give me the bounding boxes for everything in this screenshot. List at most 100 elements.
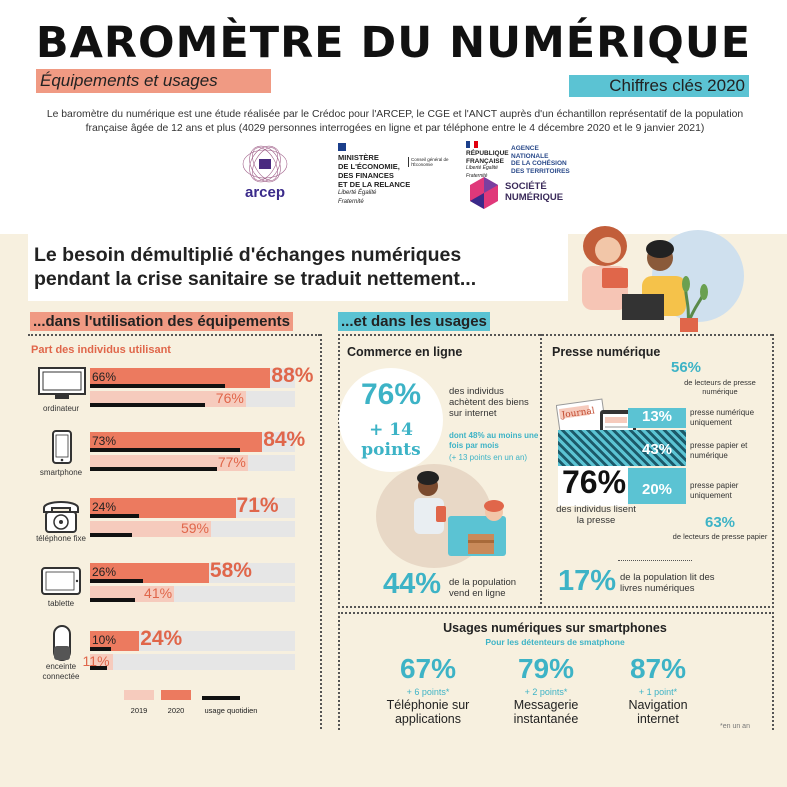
presse-divider — [618, 560, 692, 561]
equip-label-smartphone: smartphone — [39, 468, 83, 477]
anct-logo: AGENCE NATIONALE DE LA COHÉSION DES TERR… — [511, 145, 570, 175]
label-2020-ordinateur: 88% — [271, 364, 314, 387]
smartphone-item-pct-0: 67% — [399, 653, 457, 684]
legend-swatch-daily — [202, 696, 240, 700]
divider-equipements-right — [320, 334, 322, 729]
commerce-detail: dont 48% au moins une fois par mois — [449, 431, 539, 450]
label-2019-tablette: 41% — [144, 585, 173, 601]
republique-logo: RÉPUBLIQUE FRANÇAISE Liberté Égalité Fra… — [466, 141, 509, 180]
divider-usages — [338, 334, 772, 336]
equip-label-telephone-fixe: téléphone fixe — [36, 534, 86, 543]
presse-paper-readers-pct: 63% — [705, 514, 736, 531]
presse-panel — [540, 334, 774, 608]
legend-label-2019: 2019 — [130, 706, 148, 715]
presse-row-desc-1: presse papier et numérique — [690, 441, 748, 460]
bar-track-2019-enceinte-connect-e — [90, 654, 295, 670]
arcep-logo: arcep — [232, 144, 298, 202]
landline-phone-icon — [40, 494, 82, 539]
bar-2020-ordinateur — [90, 368, 271, 388]
ministere-logo: MINISTÈRE DE L'ÉCONOMIE, DES FINANCES ET… — [338, 143, 449, 207]
equip-label-tablette: tablette — [47, 599, 75, 608]
smartphone-icon — [51, 430, 73, 469]
smartphone-item-delta-2: + 1 point* — [638, 687, 678, 697]
online-shopping-illustration — [376, 460, 526, 570]
svg-text:Journal: Journal — [560, 406, 595, 421]
smartphone-usages-title: Usages numériques sur smartphones — [443, 621, 667, 635]
smartphone-item-label-0: Téléphonie sur applications — [386, 698, 470, 726]
equip-label-ordinateur: ordinateur — [42, 404, 80, 413]
legend-label-daily: usage quotidien — [204, 706, 258, 715]
label-2020-tablette: 58% — [209, 559, 252, 582]
bar-daily-tablette — [90, 579, 144, 583]
bar-2020-enceinte-connect-e — [90, 631, 140, 651]
smartphone-item-label-1: Messagerie instantanée — [513, 698, 579, 726]
smartphone-item-delta-0: + 6 points* — [406, 687, 450, 697]
section-usages-title: ...et dans les usages — [338, 312, 490, 331]
presse-ebook-pct: 17% — [558, 565, 617, 597]
intro-text: Le baromètre du numérique est une étude … — [46, 109, 744, 134]
bar-2020-t-l-phone-fixe — [90, 498, 236, 518]
smartphone-item-delta-1: + 2 points* — [524, 687, 568, 697]
bar-daily2019-ordinateur — [90, 403, 205, 407]
headline: Le besoin démultiplié d'échanges numériq… — [34, 244, 477, 290]
commerce-main-desc: des individus achètent des biens sur int… — [449, 386, 529, 419]
presse-row-desc-2: presse papier uniquement — [690, 481, 739, 500]
page-title: BAROMÈTRE DU NUMÉRIQUE — [35, 18, 752, 68]
presse-ebook-desc: de la population lit des livres numériqu… — [620, 572, 715, 594]
tablet-icon — [40, 566, 82, 601]
presse-breakdown-block — [558, 408, 686, 506]
presse-row-pct-1: 43% — [641, 441, 673, 458]
label-2019-smartphone: 77% — [217, 454, 246, 470]
presse-paper-readers-desc: de lecteurs de presse papier — [672, 532, 768, 541]
commerce-detail-delta: (+ 13 points en un an) — [449, 453, 528, 462]
subtitle-equipements: Équipements et usages — [36, 69, 271, 93]
presse-total-pct: 76% — [562, 464, 627, 500]
commerce-sell-pct: 44% — [383, 568, 442, 600]
presse-row-desc-0: presse numérique uniquement — [690, 408, 755, 427]
section-equipements-title: ...dans l'utilisation des équipements — [30, 312, 293, 331]
svg-text:arcep: arcep — [245, 184, 285, 201]
label-daily-enceinte-connect-e: 10% — [92, 633, 117, 647]
bar-daily2019-tablette — [90, 598, 136, 602]
commerce-sell-desc: de la population vend en ligne — [449, 577, 517, 599]
footnote: *en un an — [720, 723, 750, 730]
smart-speaker-icon — [52, 624, 72, 667]
label-2019-t-l-phone-fixe: 59% — [180, 520, 209, 536]
label-daily-t-l-phone-fixe: 24% — [92, 500, 117, 514]
presse-title: Presse numérique — [552, 345, 661, 359]
smartphone-item-pct-2: 87% — [629, 653, 687, 684]
equipements-chart-title: Part des individus utilisant — [31, 344, 171, 356]
bar-daily-ordinateur — [90, 384, 226, 388]
bar-2020-tablette — [90, 563, 209, 583]
presse-digital-readers-pct: 56% — [671, 359, 702, 376]
presse-digital-readers-desc: de lecteurs de presse numérique — [684, 378, 756, 396]
societe-numerique-logo: SOCIÉTÉ NUMÉRIQUE — [467, 176, 597, 210]
equip-label-enceinte: enceinte connectée — [42, 662, 80, 681]
label-2019-enceinte-connect-e: 11% — [82, 653, 110, 669]
presse-total-desc: des individus lisent la presse — [556, 504, 636, 526]
subtitle-chiffres: Chiffres clés 2020 — [569, 75, 749, 97]
label-2019-ordinateur: 76% — [215, 390, 244, 406]
smartphone-item-pct-1: 79% — [517, 653, 575, 684]
bar-daily-t-l-phone-fixe — [90, 514, 140, 518]
legend-swatch-2019 — [124, 690, 154, 700]
bar-daily2019-enceinte-connect-e — [90, 666, 108, 670]
smartphone-item-label-2: Navigation internet — [628, 698, 688, 726]
bar-2020-smartphone — [90, 432, 263, 452]
divider-equipements — [28, 334, 320, 336]
people-illustration — [558, 214, 748, 334]
presse-row-pct-2: 20% — [641, 481, 673, 498]
commerce-title: Commerce en ligne — [347, 345, 463, 359]
legend-swatch-2020 — [161, 690, 191, 700]
presse-row-pct-0: 13% — [641, 408, 673, 425]
legend-label-2020: 2020 — [167, 706, 185, 715]
bar-daily2019-smartphone — [90, 467, 218, 471]
bar-daily-smartphone — [90, 448, 240, 452]
label-daily-tablette: 26% — [92, 565, 117, 579]
label-2020-t-l-phone-fixe: 71% — [236, 494, 279, 517]
computer-icon — [37, 366, 87, 405]
label-daily-ordinateur: 66% — [92, 370, 117, 384]
commerce-main-delta: + 14 points — [361, 420, 421, 460]
commerce-panel — [338, 334, 540, 608]
commerce-circle — [339, 368, 443, 472]
